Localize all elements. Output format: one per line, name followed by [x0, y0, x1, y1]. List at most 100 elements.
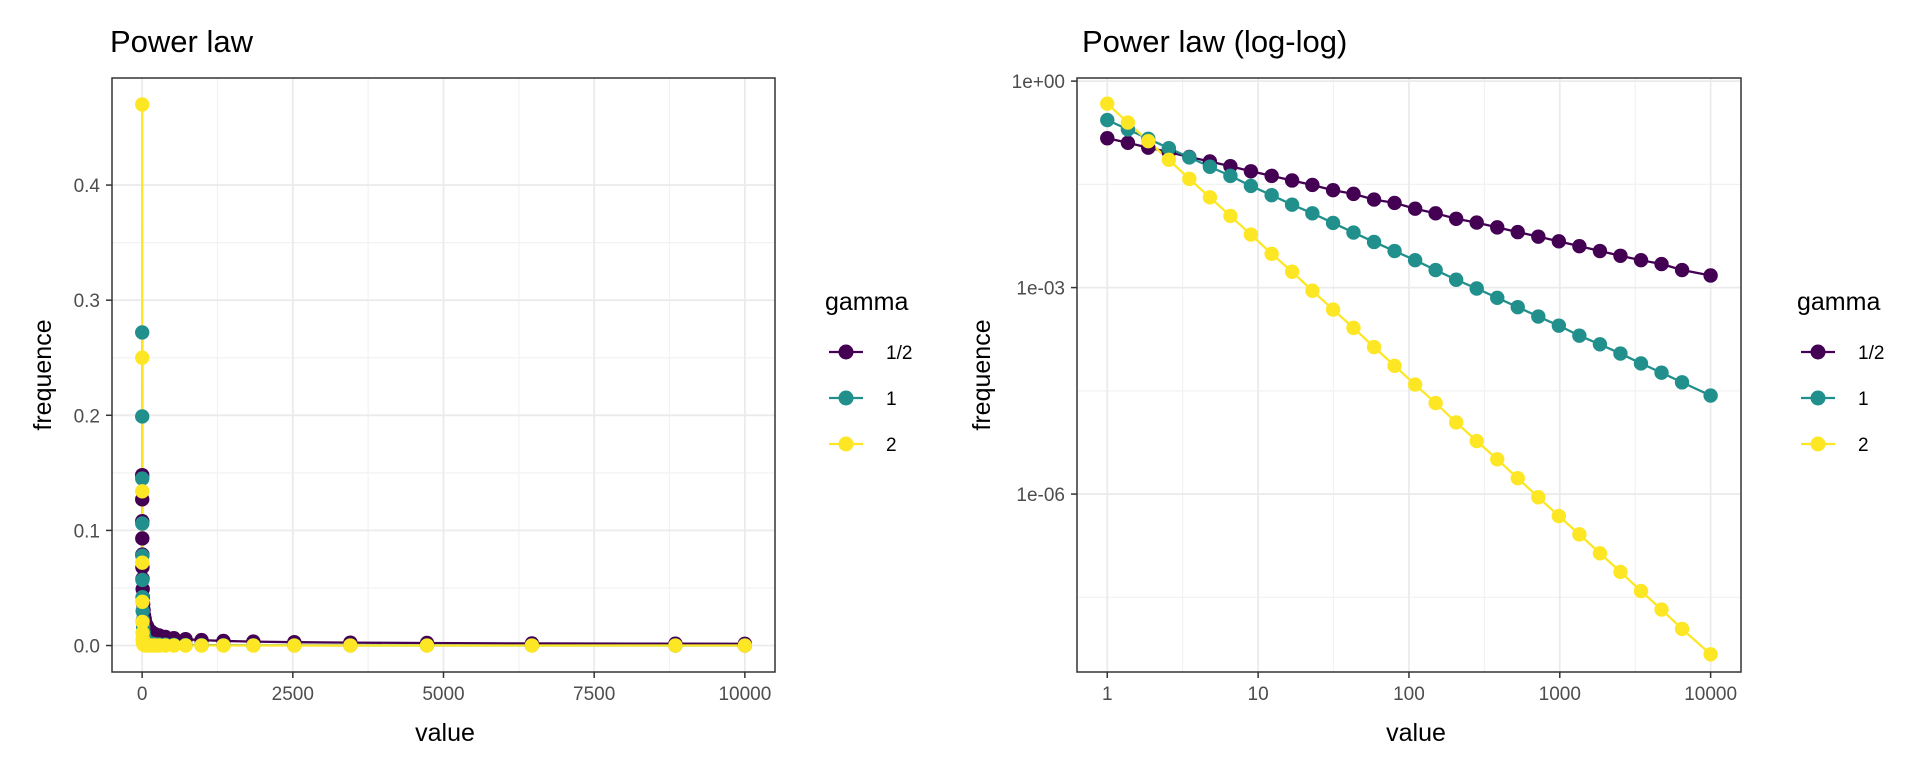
data-point-loglog — [1428, 262, 1443, 278]
data-point-loglog — [1633, 356, 1649, 371]
data-point-loglog — [1490, 290, 1505, 306]
data-point-loglog — [1223, 168, 1238, 184]
data-point-loglog — [1223, 208, 1238, 224]
data-point-loglog — [1161, 152, 1177, 167]
data-point-loglog — [1325, 302, 1341, 317]
data-point-loglog — [1613, 564, 1628, 580]
y-tick-label: 0.0 — [74, 637, 100, 658]
x-tick-label: 10000 — [718, 684, 771, 705]
data-point-linear — [194, 638, 209, 653]
legend-label-one: 1 — [1858, 389, 1869, 410]
y-tick-label: 0.3 — [74, 291, 100, 312]
chart-title-linear: Power law — [110, 24, 254, 59]
legend-key-one — [838, 390, 854, 406]
legend-item-half: 1/2 — [829, 343, 912, 364]
data-point-loglog — [1531, 229, 1546, 244]
data-point-loglog — [1120, 115, 1136, 130]
legend-item-one: 1 — [1801, 389, 1869, 410]
data-point-loglog — [1243, 227, 1259, 242]
data-point-loglog — [1654, 602, 1669, 617]
legend-title-linear: gamma — [825, 288, 908, 316]
data-point-loglog — [1592, 337, 1608, 352]
data-point-linear — [246, 638, 261, 653]
data-point-loglog — [1120, 135, 1136, 150]
data-point-linear — [216, 638, 231, 653]
data-point-loglog — [1674, 621, 1690, 637]
data-point-loglog — [1613, 248, 1628, 263]
data-point-loglog — [1284, 264, 1300, 279]
legend-key-two — [1810, 436, 1826, 452]
data-point-linear — [135, 614, 150, 630]
data-point-loglog — [1141, 134, 1156, 149]
legend-item-half: 1/2 — [1801, 343, 1884, 364]
data-point-loglog — [1572, 527, 1587, 542]
x-tick-label: 5000 — [422, 684, 464, 705]
x-tick-label: 1 — [1102, 684, 1113, 705]
legend-key-half — [838, 344, 854, 360]
data-point-loglog — [1182, 150, 1197, 165]
data-point-loglog — [1284, 197, 1300, 212]
chart-title-loglog: Power law (log-log) — [1082, 24, 1347, 59]
data-point-loglog — [1346, 225, 1361, 240]
data-point-loglog — [1551, 318, 1567, 333]
data-point-linear — [524, 638, 540, 653]
legend-key-one — [1810, 390, 1826, 406]
legend-loglog: gamma 1/2 1 2 — [1797, 288, 1884, 456]
data-point-loglog — [1284, 173, 1300, 188]
data-point-loglog — [1551, 234, 1567, 249]
data-point-loglog — [1202, 159, 1218, 174]
data-point-loglog — [1305, 283, 1320, 298]
x-tick-label: 10 — [1248, 684, 1269, 705]
x-tick-label: 1000 — [1539, 684, 1581, 705]
data-point-loglog — [1448, 211, 1464, 226]
y-tick-label: 1e-03 — [1016, 279, 1065, 300]
data-point-loglog — [1674, 262, 1690, 278]
data-point-loglog — [1674, 375, 1690, 390]
data-point-loglog — [1469, 433, 1484, 449]
legend-item-two: 2 — [1801, 435, 1869, 456]
data-point-loglog — [1243, 178, 1259, 194]
data-point-loglog — [1346, 186, 1361, 202]
x-tick-label: 2500 — [272, 684, 314, 705]
y-axis-label-loglog: frequence — [968, 319, 996, 430]
legend-label-one: 1 — [886, 389, 897, 410]
data-point-loglog — [1633, 253, 1649, 268]
x-axis-label-linear: value — [415, 719, 475, 747]
plot-area-loglog: 1 10 100 1000 10000 1e+00 1e-03 1e-06 — [1012, 72, 1742, 705]
y-axis-label-linear: frequence — [29, 319, 57, 430]
data-point-loglog — [1510, 224, 1525, 240]
data-point-linear — [135, 594, 150, 609]
data-point-loglog — [1264, 168, 1279, 184]
data-point-loglog — [1305, 177, 1320, 193]
data-point-loglog — [1366, 234, 1382, 250]
data-point-linear — [135, 572, 150, 588]
data-point-loglog — [1654, 256, 1669, 272]
legend-item-two: 2 — [829, 435, 897, 456]
data-point-loglog — [1572, 238, 1587, 254]
data-point-linear — [135, 484, 150, 499]
y-tick-label: 0.2 — [74, 406, 100, 427]
data-point-linear — [135, 325, 150, 340]
data-point-linear — [135, 350, 150, 365]
data-point-loglog — [1100, 96, 1115, 111]
data-point-loglog — [1366, 192, 1382, 207]
data-point-loglog — [1305, 206, 1320, 221]
data-point-linear — [178, 638, 193, 653]
data-point-loglog — [1592, 546, 1608, 561]
data-point-loglog — [1510, 299, 1525, 315]
legend-key-half — [1810, 344, 1826, 360]
data-point-loglog — [1551, 508, 1567, 524]
data-point-loglog — [1469, 215, 1484, 230]
data-point-loglog — [1428, 395, 1443, 411]
data-point-loglog — [1490, 452, 1505, 467]
x-tick-label: 0 — [137, 684, 148, 705]
data-point-loglog — [1243, 164, 1259, 179]
data-point-loglog — [1264, 188, 1279, 203]
y-tick-label: 1e-06 — [1016, 485, 1065, 506]
panel-linear: Power law 0 2500 5000 7500 10000 0.0 0.1 0.2 0.3… — [29, 24, 912, 747]
legend-label-two: 2 — [1858, 435, 1869, 456]
data-point-loglog — [1510, 471, 1525, 486]
data-point-loglog — [1703, 268, 1718, 283]
legend-label-half: 1/2 — [886, 343, 912, 364]
